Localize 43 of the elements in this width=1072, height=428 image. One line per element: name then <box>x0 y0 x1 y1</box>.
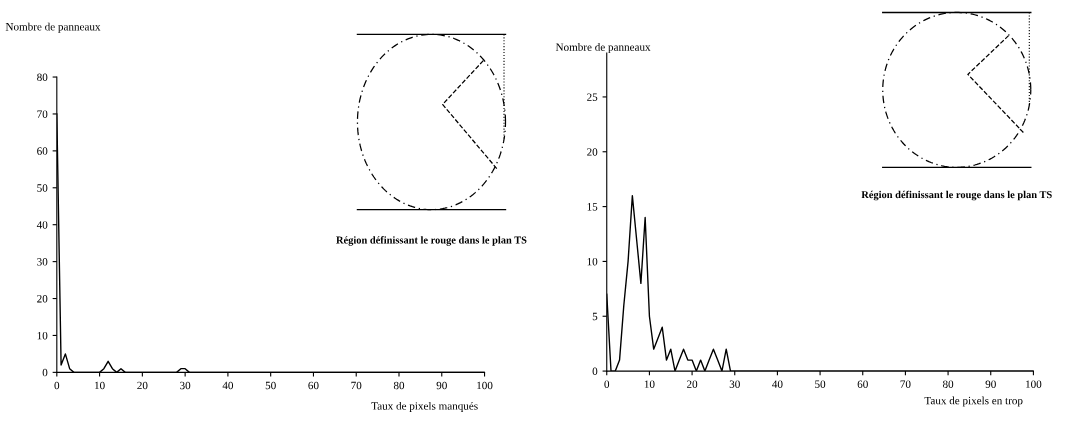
y-tick-label: 80 <box>37 73 48 81</box>
y-tick-label: 0 <box>592 367 598 376</box>
y-tick-label: 20 <box>587 148 598 156</box>
y-tick-label: 60 <box>37 147 48 155</box>
y-tick-label: 0 <box>42 368 48 377</box>
x-tick-label: 10 <box>95 381 105 390</box>
y-tick-label: 10 <box>587 257 598 266</box>
annotation: Région définissant le rouge dans le plan TS <box>861 190 1052 201</box>
y-tick-label: 10 <box>37 331 48 340</box>
x-tick-label: 90 <box>436 381 447 390</box>
x-tick-label: 20 <box>137 381 148 390</box>
y-axis-title: Nombre de panneaux <box>5 22 101 33</box>
x-tick-label: 40 <box>222 381 234 390</box>
y-axis-title: Nombre de panneaux <box>555 43 651 54</box>
y-tick-label: 25 <box>587 93 598 101</box>
x-tick-label: 50 <box>815 380 826 388</box>
y-tick-label: 50 <box>37 184 48 192</box>
x-tick-label: 0 <box>604 380 610 388</box>
y-tick-label: 40 <box>36 221 48 229</box>
annotation: Région définissant le rouge dans le plan TS <box>336 236 527 246</box>
x-tick-label: 60 <box>857 380 868 388</box>
x-tick-label: 80 <box>942 380 954 388</box>
x-tick-label: 100 <box>1026 380 1042 388</box>
y-tick-label: 5 <box>592 312 598 321</box>
x-axis-title: Taux de pixels manqués <box>371 401 478 412</box>
y-tick-label: 20 <box>37 295 48 303</box>
y-tick-label: 15 <box>587 203 598 211</box>
x-tick-label: 80 <box>393 381 405 390</box>
x-tick-label: 50 <box>265 381 276 390</box>
x-tick-label: 40 <box>772 380 783 388</box>
x-tick-label: 30 <box>180 381 191 390</box>
x-tick-label: 0 <box>54 381 60 390</box>
x-tick-label: 70 <box>900 380 911 388</box>
x-axis-title: Taux de pixels en trop <box>924 396 1023 407</box>
y-tick-label: 70 <box>37 110 48 118</box>
x-tick-label: 60 <box>308 381 319 390</box>
x-tick-label: 20 <box>687 380 698 388</box>
x-tick-label: 10 <box>644 380 655 388</box>
x-tick-label: 30 <box>729 380 740 388</box>
y-tick-label: 30 <box>37 258 48 266</box>
x-tick-label: 90 <box>985 380 996 388</box>
x-tick-label: 100 <box>477 381 493 390</box>
x-tick-label: 70 <box>351 381 362 390</box>
